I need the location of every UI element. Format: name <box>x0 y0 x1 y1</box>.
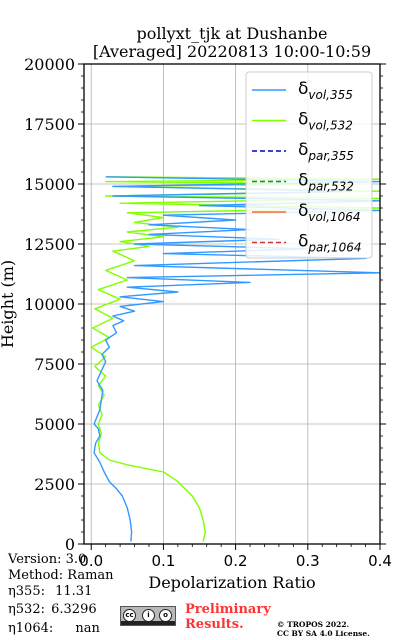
legend-subscript: vol,1064 <box>308 210 360 224</box>
method-text: Method: Raman <box>8 568 114 583</box>
copyright-line1: © TROPOS 2022. <box>277 620 350 629</box>
eta355-row: η355: 11.31 <box>8 583 92 601</box>
x-tick-label: 0.2 <box>224 552 248 570</box>
x-tick-label: 0.3 <box>296 552 320 570</box>
legend-label-0: δvol,355 <box>298 79 353 102</box>
x-axis-label: Depolarization Ratio <box>148 573 315 592</box>
y-tick-label: 7500 <box>34 355 75 374</box>
legend-symbol: δ <box>298 232 308 252</box>
y-tick-label: 15000 <box>24 175 75 194</box>
share-alike-icon: o <box>159 609 172 622</box>
y-tick-label: 17500 <box>24 115 75 134</box>
legend-subscript: par,1064 <box>307 241 361 255</box>
cc-strip <box>121 621 175 625</box>
legend-symbol: δ <box>298 79 308 99</box>
cc-license-badge: cc i o <box>120 606 176 626</box>
legend-symbol: δ <box>298 110 308 130</box>
legend-subscript: par,355 <box>307 149 354 163</box>
y-axis-label: Height (m) <box>0 260 17 348</box>
ticks <box>78 63 386 550</box>
legend-subscript: vol,355 <box>308 88 353 102</box>
preliminary-line2: Results. <box>185 617 244 632</box>
copyright-line2: CC BY SA 4.0 License. <box>277 629 370 638</box>
eta355-label: η355: <box>8 584 45 599</box>
plot-area <box>90 176 380 542</box>
legend: δvol,355δvol,532δpar,355δpar,532δvol,106… <box>245 71 373 259</box>
x-tick-label: 0.4 <box>368 552 392 570</box>
x-tick-label: 0.0 <box>79 552 103 570</box>
version-text: Version: 3.0 <box>8 552 87 567</box>
preliminary-notice: Preliminary Results. <box>185 602 271 632</box>
y-tick-label: 2500 <box>34 475 75 494</box>
y-tick-label: 0 <box>65 535 75 554</box>
legend-label-1: δvol,532 <box>298 110 353 133</box>
chart-title: pollyxt_tjk at Dushanbe <box>136 24 327 43</box>
legend-label-4: δvol,1064 <box>298 201 361 224</box>
series-line-1 <box>90 176 380 542</box>
preliminary-line1: Preliminary <box>185 602 271 617</box>
y-tick-label: 5000 <box>34 415 75 434</box>
eta1064-value: nan <box>75 621 100 636</box>
eta532-value: 6.3296 <box>51 602 97 617</box>
tick-labels: 0.0 0.1 0.2 0.3 0.4 0 2500 5000 7500 10000 12500 15… <box>24 55 392 570</box>
legend-symbol: δ <box>298 201 308 221</box>
legend-label-3: δpar,532 <box>298 171 354 194</box>
x-tick-label: 0.1 <box>151 552 175 570</box>
chart-subtitle: [Averaged] 20220813 10:00-10:59 <box>93 42 371 61</box>
y-tick-label: 12500 <box>24 235 75 254</box>
eta532-label: η532: <box>8 602 45 617</box>
series-line-0 <box>93 176 380 542</box>
y-tick-label: 20000 <box>24 55 75 74</box>
legend-subscript: vol,532 <box>308 119 353 133</box>
eta532-row: η532: 6.3296 <box>8 601 97 619</box>
eta1064-row: η1064: nan <box>8 620 100 638</box>
legend-subscript: par,532 <box>307 180 354 194</box>
legend-label-5: δpar,1064 <box>298 232 362 255</box>
legend-symbol: δ <box>298 140 308 160</box>
legend-label-2: δpar,355 <box>298 140 354 163</box>
y-tick-label: 10000 <box>24 295 75 314</box>
eta355-value: 11.31 <box>55 584 93 599</box>
legend-symbol: δ <box>298 171 308 191</box>
copyright-notice: © TROPOS 2022. CC BY SA 4.0 License. <box>277 620 370 638</box>
eta1064-label: η1064: <box>8 621 54 636</box>
